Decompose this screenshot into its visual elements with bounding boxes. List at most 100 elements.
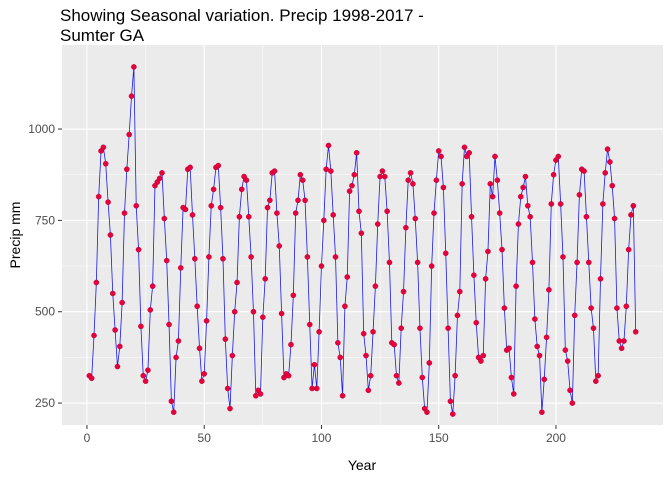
data-point: [339, 392, 346, 399]
data-point: [585, 259, 592, 266]
data-point: [412, 215, 419, 222]
data-point: [177, 265, 184, 271]
data-point: [316, 329, 322, 335]
data-point: [602, 170, 608, 176]
data-point: [515, 221, 522, 227]
data-point: [276, 243, 283, 249]
data-point: [386, 259, 393, 266]
data-point: [593, 378, 599, 384]
data-point: [548, 201, 555, 207]
data-line: [89, 66, 637, 415]
data-point: [424, 409, 430, 416]
data-point: [628, 212, 634, 218]
data-point: [288, 341, 294, 348]
data-point: [306, 321, 313, 328]
data-point: [494, 177, 501, 183]
data-point: [248, 254, 254, 260]
data-point: [342, 303, 348, 310]
data-point: [222, 336, 229, 342]
data-point: [91, 332, 97, 339]
data-point: [508, 374, 515, 381]
data-point: [135, 246, 142, 253]
data-point: [194, 303, 200, 310]
data-point: [532, 316, 538, 322]
data-point: [625, 246, 632, 253]
y-tick-label: 250: [35, 396, 55, 410]
data-point: [590, 325, 597, 331]
data-point: [128, 93, 135, 99]
data-point: [262, 276, 268, 282]
x-tick-label: 200: [546, 431, 566, 445]
data-point: [344, 274, 351, 280]
data-point: [117, 343, 123, 350]
data-point: [574, 259, 580, 266]
data-point: [485, 248, 491, 255]
data-point: [604, 146, 611, 152]
y-tick-label: 500: [35, 305, 55, 319]
data-point: [112, 327, 118, 333]
data-point: [323, 166, 329, 173]
data-point: [208, 202, 215, 209]
data-point: [278, 310, 285, 317]
data-point: [560, 254, 566, 260]
data-point: [447, 398, 454, 405]
data-point: [372, 283, 379, 289]
data-point: [170, 409, 177, 416]
data-point: [353, 149, 360, 156]
data-point: [513, 283, 519, 289]
data-point: [363, 352, 369, 359]
data-point: [407, 170, 414, 176]
data-point: [527, 213, 533, 220]
data-point: [229, 352, 236, 359]
data-point: [100, 144, 107, 151]
data-point: [297, 171, 304, 178]
data-point: [557, 201, 564, 207]
data-point: [302, 197, 308, 204]
data-point: [435, 148, 442, 154]
data-point: [182, 206, 189, 213]
data-point: [428, 263, 435, 269]
data-point: [250, 308, 257, 315]
data-point: [471, 272, 477, 278]
data-point: [614, 305, 620, 311]
x-tick-label: 0: [84, 431, 91, 445]
data-point: [616, 338, 623, 344]
data-point: [149, 283, 156, 289]
data-point: [210, 186, 217, 193]
data-point: [318, 263, 325, 269]
data-point: [379, 168, 386, 174]
data-point: [206, 254, 212, 260]
data-point: [330, 212, 336, 218]
data-point: [215, 162, 222, 169]
data-point: [543, 334, 550, 341]
data-point: [438, 153, 444, 160]
data-point: [433, 177, 440, 183]
data-point: [489, 193, 496, 200]
data-point: [466, 149, 472, 156]
data-point: [534, 343, 540, 350]
data-point: [360, 330, 367, 337]
data-point: [95, 193, 102, 200]
data-point: [236, 213, 243, 220]
data-point: [142, 378, 149, 384]
data-point: [609, 182, 616, 189]
data-point: [168, 398, 175, 405]
x-tick-label: 150: [429, 431, 449, 445]
data-point: [377, 173, 383, 180]
data-point: [220, 255, 226, 262]
data-point: [370, 329, 376, 335]
data-point: [267, 197, 273, 204]
data-point: [473, 319, 480, 326]
data-point: [161, 215, 168, 222]
data-point: [133, 202, 140, 209]
data-point: [496, 210, 503, 216]
data-point: [231, 308, 238, 315]
data-point: [196, 345, 203, 352]
data-point: [384, 208, 390, 215]
data-point: [351, 171, 358, 178]
data-point: [621, 338, 627, 344]
data-point: [93, 279, 100, 286]
data-point: [332, 254, 339, 260]
